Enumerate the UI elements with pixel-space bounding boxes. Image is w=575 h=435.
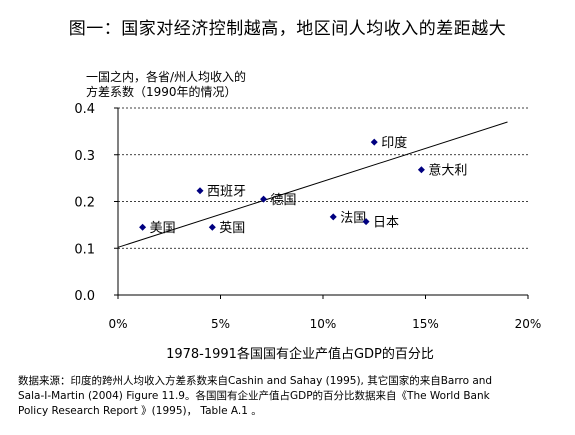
y-axis-label-line-2: 方差系数（1990年的情况） [86, 85, 237, 99]
x-tick-label-3: 15% [412, 317, 439, 331]
data-point-0 [139, 223, 147, 231]
data-label-2: 英国 [219, 221, 245, 236]
chart-title: 图一：国家对经济控制越高，地区间人均收入的差距越大 [68, 19, 507, 39]
x-tick-label-1: 5% [211, 317, 230, 331]
data-label-6: 印度 [381, 135, 407, 151]
data-label-7: 意大利 [428, 163, 467, 179]
x-tick-label-4: 20% [515, 317, 542, 331]
y-tick-label-4: 0.4 [74, 102, 95, 117]
y-tick-label-2: 0.2 [74, 196, 95, 211]
source-line-2: Sala-I-Martin (2004) Figure 11.9。各国国有企业产… [18, 390, 490, 402]
data-point-4 [329, 213, 337, 221]
data-point-3 [260, 195, 268, 203]
data-label-1: 西班牙 [207, 185, 246, 200]
trendline [117, 121, 508, 248]
data-label-3: 德国 [271, 193, 297, 208]
y-axis-label: 一国之内，各省/州人均收入的 方差系数（1990年的情况） [86, 70, 246, 100]
y-tick-label-0: 0.0 [74, 289, 95, 304]
data-label-5: 日本 [373, 216, 399, 231]
y-axis-label-line-1: 一国之内，各省/州人均收入的 [86, 70, 247, 84]
data-label-0: 美国 [150, 221, 176, 236]
x-tick-label-0: 0% [108, 317, 127, 331]
data-point-1 [196, 187, 204, 195]
data-label-4: 法国 [340, 211, 366, 226]
data-point-5 [362, 218, 370, 226]
gridlines [118, 107, 528, 249]
source-line-3: Policy Research Report 》(1995)， Table A.… [18, 405, 262, 417]
data-point-7 [417, 166, 425, 174]
y-tick-label-1: 0.1 [74, 242, 95, 257]
data-point-6 [370, 138, 378, 146]
source-note: 数据来源：印度的跨州人均收入方差系数来自Cashin and Sahay (19… [18, 374, 570, 419]
source-line-1: 数据来源：印度的跨州人均收入方差系数来自Cashin and Sahay (19… [18, 375, 493, 387]
x-tick-label-2: 10% [310, 317, 337, 331]
x-axis-label: 1978-1991各国国有企业产值占GDP的百分比 [166, 347, 434, 362]
data-point-2 [208, 223, 216, 231]
y-tick-label-3: 0.3 [74, 149, 95, 164]
trendline-group [117, 121, 508, 248]
tick-labels: 0.0 0.1 0.2 0.3 0.4 0% 5% 10% 15% 20% [74, 102, 541, 331]
